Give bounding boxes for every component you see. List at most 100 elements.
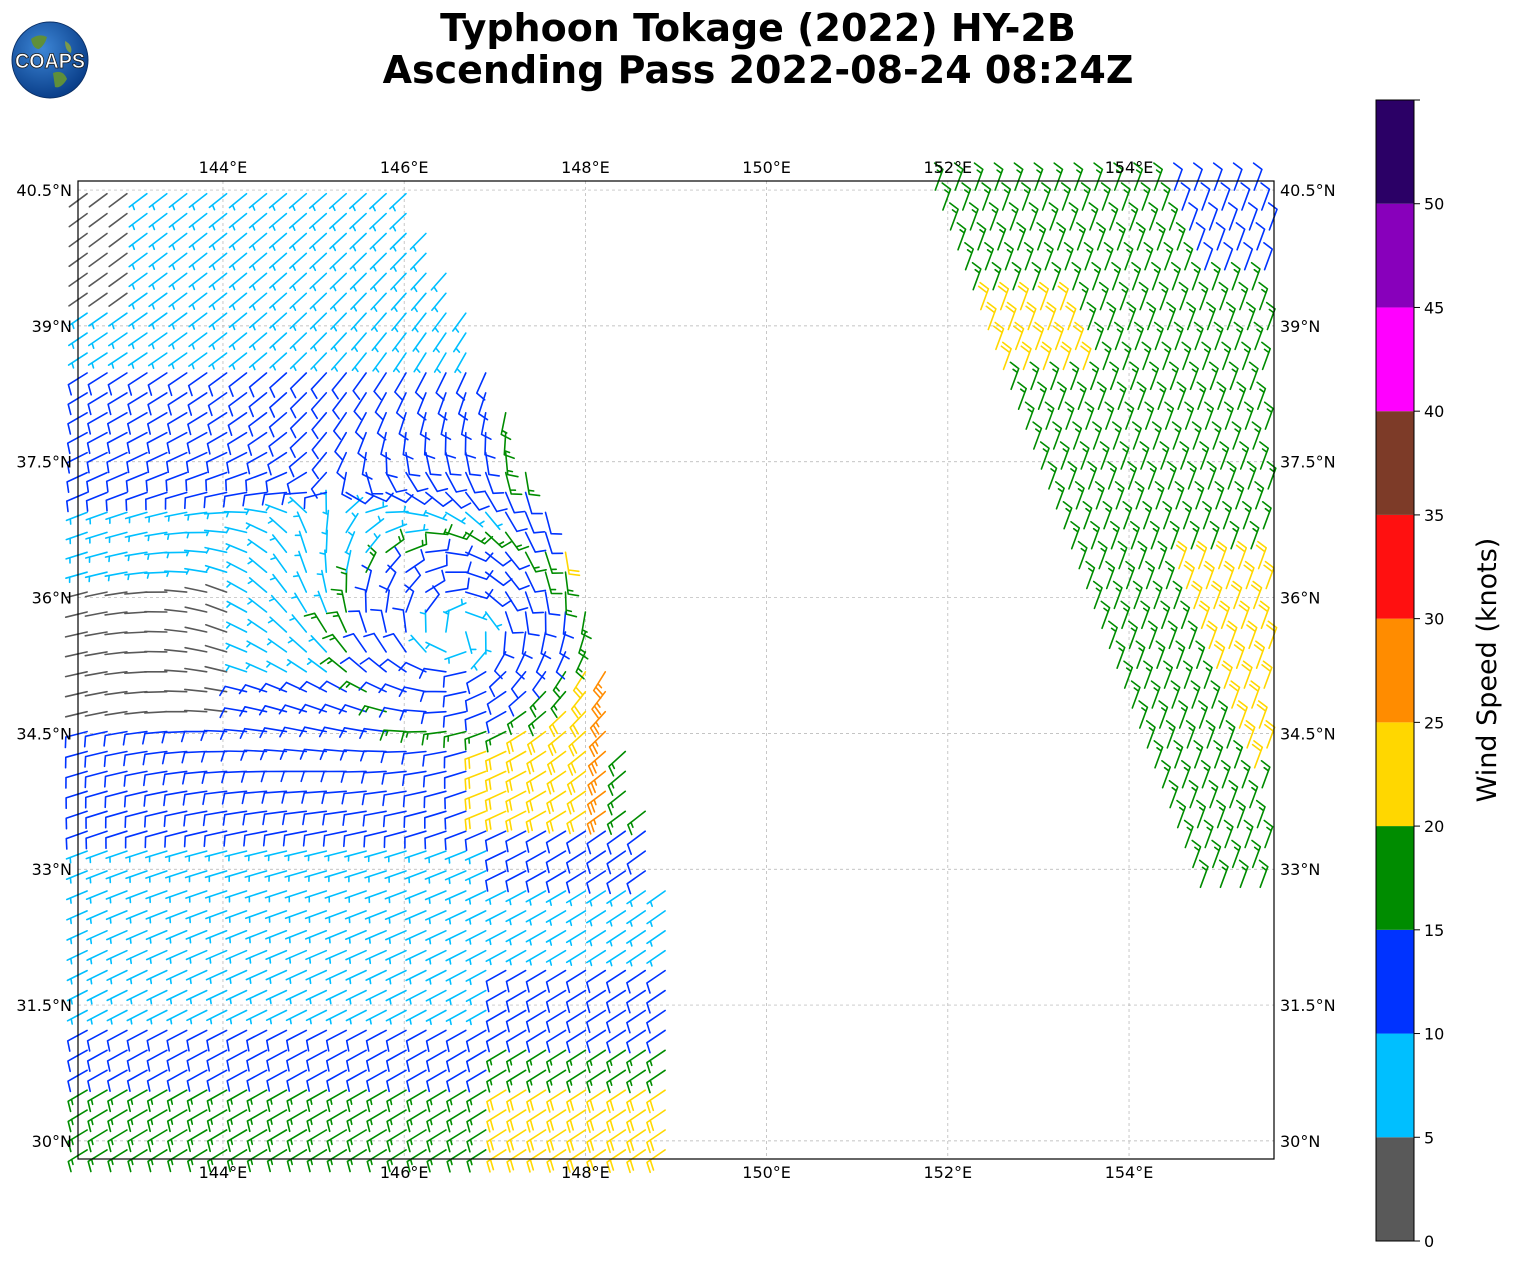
- wind-barb: [204, 850, 228, 862]
- wind-barb: [148, 212, 168, 231]
- wind-barb: [506, 1069, 527, 1093]
- wind-barb: [446, 1089, 467, 1113]
- wind-barb: [988, 202, 999, 231]
- wind-barb: [208, 352, 228, 370]
- wind-barb: [346, 1109, 367, 1133]
- wind-barb: [269, 292, 288, 311]
- wind-barb: [505, 1009, 527, 1033]
- wind-barb: [292, 571, 308, 593]
- wind-barb: [1226, 301, 1236, 331]
- wind-barb: [626, 949, 646, 967]
- wind-barb: [460, 412, 472, 440]
- colorbar-tick-label: 35: [1424, 506, 1444, 525]
- wind-barb: [544, 551, 564, 574]
- wind-barb: [1130, 680, 1141, 709]
- wind-barb: [146, 1029, 168, 1052]
- wind-barb: [128, 252, 148, 270]
- wind-barb: [167, 392, 188, 416]
- wind-barb: [544, 571, 563, 595]
- wind-barb: [266, 1029, 288, 1052]
- wind-barb: [184, 688, 208, 693]
- wind-barb: [206, 1029, 228, 1052]
- wind-barb: [1213, 640, 1226, 669]
- wind-barb: [606, 810, 627, 835]
- wind-barb: [108, 292, 128, 307]
- wind-barb: [228, 312, 248, 331]
- wind-barb: [526, 1109, 547, 1133]
- wind-barb: [286, 1149, 308, 1173]
- wind-barb: [1128, 202, 1139, 231]
- wind-barb: [365, 533, 381, 554]
- wind-barb: [566, 1149, 587, 1173]
- wind-barb: [258, 682, 288, 693]
- wind-barb: [219, 685, 248, 697]
- wind-barb: [206, 1109, 228, 1133]
- wind-barb: [626, 1009, 646, 1034]
- wind-barb: [182, 770, 208, 785]
- wind-barb: [586, 850, 607, 875]
- wind-barb: [1131, 261, 1142, 291]
- wind-barb: [125, 930, 148, 944]
- wind-barb: [1153, 162, 1163, 191]
- wind-barb: [165, 910, 188, 924]
- wind-barb: [1092, 580, 1103, 610]
- wind-barb: [1248, 779, 1259, 809]
- wind-barb: [242, 491, 268, 507]
- wind-barb: [163, 810, 188, 828]
- wind-barb: [224, 890, 248, 903]
- wind-barb: [1256, 381, 1267, 410]
- wind-barb: [293, 511, 308, 534]
- wind-barb: [379, 729, 407, 741]
- wind-barb: [453, 332, 467, 353]
- wind-barb: [165, 890, 188, 903]
- wind-barb: [575, 651, 587, 680]
- wind-barb: [1169, 361, 1179, 391]
- wind-barb: [404, 910, 427, 924]
- wind-barb: [389, 232, 407, 252]
- wind-barb: [1044, 401, 1055, 430]
- wind-barb: [552, 671, 567, 700]
- wind-barb: [66, 1029, 88, 1052]
- wind-barb: [309, 252, 328, 272]
- wind-barb: [245, 1009, 268, 1025]
- wind-barb: [188, 192, 208, 211]
- wind-barb: [425, 451, 442, 476]
- wind-barb: [504, 511, 528, 533]
- wind-barb: [105, 850, 128, 863]
- wind-barb: [143, 790, 168, 807]
- wind-barb: [188, 212, 208, 231]
- wind-barb: [382, 633, 407, 653]
- wind-barb: [105, 511, 128, 524]
- wind-barb: [106, 1029, 128, 1052]
- wind-barb: [205, 624, 228, 633]
- wind-barb: [546, 1089, 567, 1113]
- wind-barb: [222, 491, 248, 508]
- wind-barb: [1196, 799, 1206, 829]
- wind-barb: [288, 212, 308, 231]
- wind-barb: [1183, 819, 1194, 849]
- wind-barb: [126, 451, 148, 474]
- wind-barb: [340, 770, 367, 783]
- wind-barb: [386, 1129, 407, 1153]
- wind-barb: [66, 910, 88, 925]
- wind-barb: [626, 830, 646, 855]
- wind-barb: [124, 671, 148, 674]
- wind-barb: [144, 810, 168, 828]
- wind-barb: [282, 830, 308, 847]
- wind-barb: [480, 412, 492, 440]
- wind-barb: [354, 412, 367, 441]
- wind-barb: [86, 949, 108, 965]
- wind-barb: [419, 690, 447, 703]
- wind-barb: [188, 292, 208, 310]
- wind-barb: [1123, 660, 1134, 689]
- wind-barb: [1068, 202, 1079, 231]
- wind-barb: [1182, 501, 1193, 530]
- wind-barb: [626, 1069, 646, 1094]
- wind-barb: [188, 352, 208, 370]
- wind-barb: [525, 1029, 547, 1053]
- wind-barb: [168, 232, 188, 251]
- wind-barb: [1160, 600, 1171, 630]
- wind-barb: [1181, 341, 1192, 371]
- wind-barb: [547, 750, 567, 776]
- wind-barb: [566, 770, 587, 796]
